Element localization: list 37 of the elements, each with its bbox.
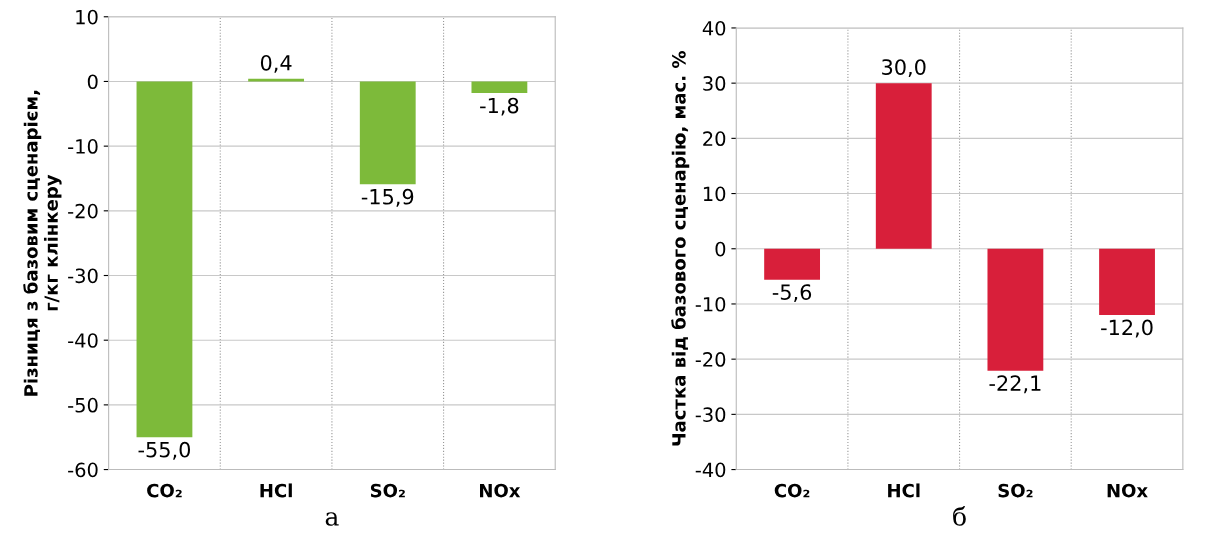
- data-label: -1,8: [480, 97, 519, 116]
- data-label: -15,9: [361, 188, 414, 207]
- y-tick-label: 20: [703, 131, 726, 147]
- y-tick-label: -20: [68, 203, 98, 219]
- x-tick-label: SO₂: [370, 483, 405, 498]
- x-tick-label: NOx: [1107, 483, 1148, 498]
- y-tick-label: -50: [68, 397, 98, 413]
- y-tick-label: 10: [76, 9, 98, 25]
- y-tick-label: 40: [702, 20, 726, 36]
- data-label: -12,0: [1101, 319, 1153, 338]
- x-axis-title: б: [953, 506, 966, 526]
- y-tick-label: -20: [695, 352, 726, 367]
- x-tick-label: CO₂: [147, 483, 182, 498]
- y-tick-label: 0: [715, 241, 726, 257]
- y-tick-label: 30: [703, 76, 726, 91]
- y-tick-label: -10: [68, 139, 98, 154]
- x-axis-title: а: [325, 512, 339, 526]
- y-tick-label: -30: [695, 407, 726, 423]
- y-tick-label: 0: [87, 74, 98, 90]
- y-axis-title: Різниця з базовим сценарієм, г/кг клінкеру: [23, 90, 62, 396]
- data-label: 30,0: [882, 59, 926, 78]
- x-tick-label: CO₂: [774, 483, 810, 498]
- y-tick-label: -60: [68, 462, 98, 478]
- data-label: -22,1: [989, 375, 1041, 394]
- data-label: -5,6: [772, 284, 812, 303]
- x-tick-label: SO₂: [998, 483, 1033, 498]
- x-tick-label: HCl: [260, 483, 292, 498]
- data-label: -55,0: [138, 441, 191, 460]
- y-tick-label: -40: [695, 462, 726, 478]
- y-tick-label: -30: [68, 268, 98, 284]
- x-tick-label: NOx: [480, 483, 521, 498]
- data-label: 0,4: [260, 54, 292, 73]
- y-tick-label: 10: [703, 186, 726, 202]
- y-tick-label: -40: [68, 333, 98, 348]
- y-axis-title: Частка від базового сценарію, мас. %: [671, 51, 690, 446]
- x-tick-label: HCl: [888, 483, 920, 498]
- y-tick-label: -10: [695, 296, 726, 312]
